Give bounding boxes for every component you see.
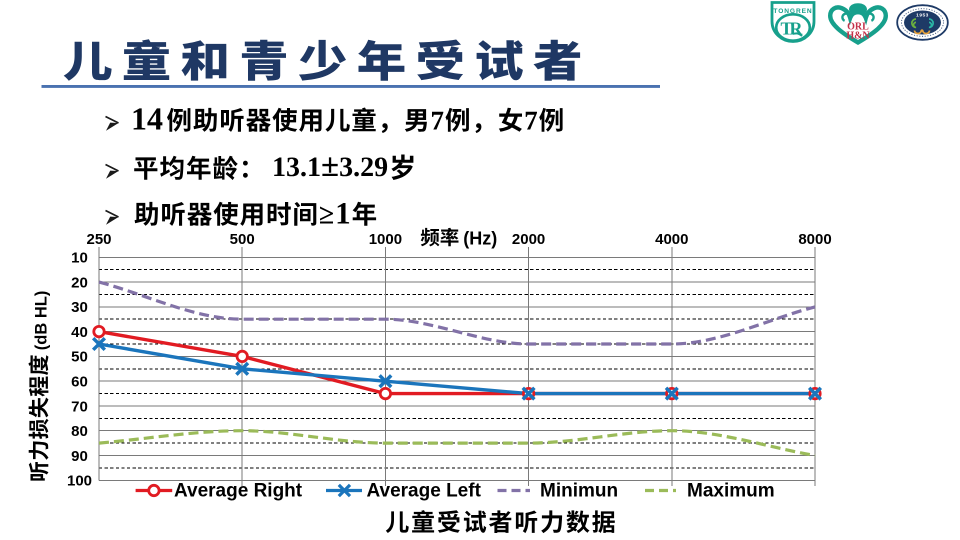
svg-text:Minimun: Minimun [540,481,618,502]
svg-text:ORL: ORL [847,22,869,33]
svg-text:Average Right: Average Right [174,481,303,502]
svg-text:Maximum: Maximum [687,481,775,502]
svg-text:8000: 8000 [798,231,831,248]
svg-text:10: 10 [71,250,88,267]
svg-text:80: 80 [71,423,88,440]
svg-text:H&N: H&N [846,31,870,42]
svg-text:TONGREN: TONGREN [773,8,812,15]
svg-text:90: 90 [71,448,88,465]
svg-text:70: 70 [71,398,88,415]
svg-text:50: 50 [71,349,88,366]
svg-text:1953: 1953 [916,13,929,19]
svg-text:4000: 4000 [655,231,688,248]
svg-text:500: 500 [230,231,255,248]
svg-text:20: 20 [71,274,88,291]
svg-text:30: 30 [71,299,88,316]
svg-text:(dB HL): (dB HL) [33,291,51,351]
svg-text:(Hz): (Hz) [463,229,497,249]
svg-text:40: 40 [71,324,88,341]
svg-text:2000: 2000 [512,231,545,248]
svg-text:1000: 1000 [369,231,402,248]
svg-text:100: 100 [67,473,92,490]
svg-text:60: 60 [71,374,88,391]
svg-text:Average Left: Average Left [367,481,482,502]
svg-text:250: 250 [86,231,111,248]
